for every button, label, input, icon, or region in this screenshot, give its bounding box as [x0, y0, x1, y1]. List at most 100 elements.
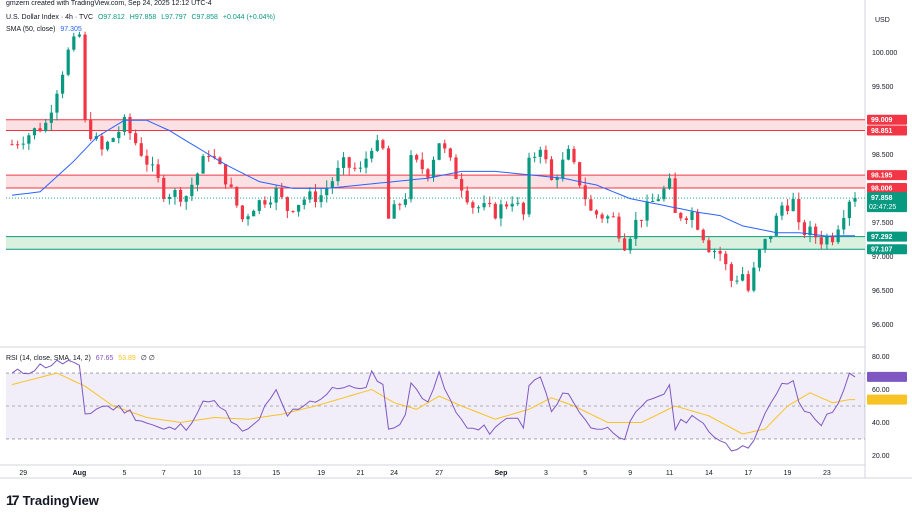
- legend-sma[interactable]: SMA (50, close) 97.305: [6, 26, 82, 33]
- candle-body: [504, 204, 509, 207]
- sma-value: 97.305: [60, 26, 82, 33]
- candle-body: [578, 162, 582, 186]
- candle-body: [44, 122, 48, 132]
- tradingview-logo[interactable]: 17 TradingView: [6, 492, 99, 508]
- candle-body: [252, 210, 256, 217]
- candle-body: [280, 188, 284, 198]
- rsi-tick-label: 20.00: [872, 453, 890, 460]
- candle-body: [482, 203, 486, 208]
- candle-body: [516, 202, 520, 204]
- ohlc-high: H97.858: [129, 14, 157, 21]
- candle-body: [521, 202, 526, 215]
- candle-body: [145, 155, 149, 165]
- candle-body: [111, 138, 115, 142]
- zone-price-label: 98.851: [871, 128, 893, 135]
- candle-body: [60, 74, 65, 94]
- price-tick-label: 97.500: [872, 220, 894, 227]
- candle-body: [184, 196, 188, 202]
- time-tick-label: 24: [390, 470, 398, 477]
- candle-body: [156, 164, 160, 178]
- legend-rsi[interactable]: RSI (14, close, SMA, 14, 2) 67.65 53.89 …: [6, 354, 155, 362]
- candle-body: [308, 191, 312, 200]
- candle-body: [229, 184, 233, 187]
- candle-body: [21, 143, 25, 145]
- candle-body: [701, 229, 705, 241]
- candle-body: [561, 159, 565, 178]
- candle-body: [611, 216, 615, 218]
- candle-body: [639, 219, 644, 221]
- zone-price-label: 98.195: [871, 173, 893, 180]
- price-tick-label: 99.500: [872, 84, 894, 91]
- candle-body: [684, 218, 688, 221]
- candle-body: [488, 203, 492, 205]
- candle-body: [297, 204, 301, 212]
- time-tick-label: 21: [357, 470, 365, 477]
- candle-body: [752, 267, 756, 291]
- candle-body: [179, 189, 183, 202]
- candle-body: [128, 116, 132, 134]
- candle-body: [246, 216, 250, 220]
- zone-price-label: 97.107: [871, 247, 893, 254]
- candle-body: [594, 210, 599, 215]
- candle-body: [566, 148, 570, 160]
- candle-body: [386, 148, 391, 219]
- candle-body: [853, 198, 857, 202]
- candle-body: [319, 195, 323, 203]
- candle-body: [263, 200, 267, 205]
- candle-body: [797, 199, 801, 223]
- rsi-sma-line: [11, 372, 855, 435]
- candle-body: [38, 128, 42, 132]
- time-tick-label: 3: [544, 470, 548, 477]
- candle-body: [415, 155, 419, 160]
- candle-body: [774, 215, 778, 236]
- sma-line: [11, 119, 855, 237]
- candle-body: [628, 238, 632, 251]
- candle-body: [162, 177, 166, 199]
- rsi-extra: ∅ ∅: [140, 355, 155, 362]
- candle-body: [679, 212, 683, 219]
- candle-body: [617, 216, 621, 239]
- candle-body: [437, 143, 441, 160]
- rsi-tick-label: 60.00: [872, 387, 890, 394]
- time-tick-label: Sep: [495, 470, 508, 477]
- candle-body: [712, 250, 717, 253]
- candle-body: [673, 178, 677, 213]
- candle-body: [729, 264, 733, 281]
- candle-body: [645, 201, 649, 221]
- candle-body: [55, 93, 59, 113]
- candle-body: [667, 178, 672, 189]
- zone-support-2: [6, 236, 865, 250]
- candle-body: [583, 185, 587, 200]
- current-price-label: 97.858: [871, 195, 893, 202]
- rsi-sma-value: 53.89: [118, 355, 136, 362]
- candle-body: [769, 235, 773, 240]
- ohlc-low: L97.797: [161, 14, 187, 21]
- symbol-label[interactable]: U.S. Dollar Index · 4h · TVC: [6, 14, 94, 21]
- candle-body: [662, 188, 666, 200]
- candle-body: [381, 140, 385, 149]
- candle-body: [724, 253, 728, 265]
- candle-body: [842, 218, 846, 230]
- watermark-text: gmzern created with TradingView.com, Sep…: [6, 0, 212, 7]
- candle-body: [549, 159, 554, 180]
- candle-body: [375, 140, 379, 151]
- candle-body: [431, 159, 436, 178]
- candle-body: [66, 49, 70, 75]
- tradingview-wordmark: TradingView: [22, 492, 99, 508]
- candle-body: [533, 156, 537, 158]
- candle-body: [656, 199, 660, 201]
- candle-body: [791, 199, 795, 211]
- candle-body: [847, 201, 851, 219]
- candle-body: [268, 202, 273, 205]
- candle-body: [426, 169, 430, 178]
- candle-body: [235, 186, 239, 206]
- sma-label: SMA (50, close): [6, 26, 56, 33]
- candle-body: [117, 131, 121, 139]
- candle-body: [167, 196, 171, 199]
- candle-body: [341, 157, 346, 168]
- candle-body: [825, 236, 829, 245]
- rsi-sma-value-tag: [867, 394, 907, 405]
- time-tick-label: 17: [744, 470, 752, 477]
- candle-body: [32, 128, 37, 136]
